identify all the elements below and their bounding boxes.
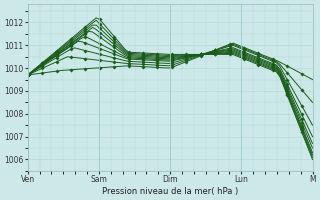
X-axis label: Pression niveau de la mer( hPa ): Pression niveau de la mer( hPa ) (102, 187, 238, 196)
